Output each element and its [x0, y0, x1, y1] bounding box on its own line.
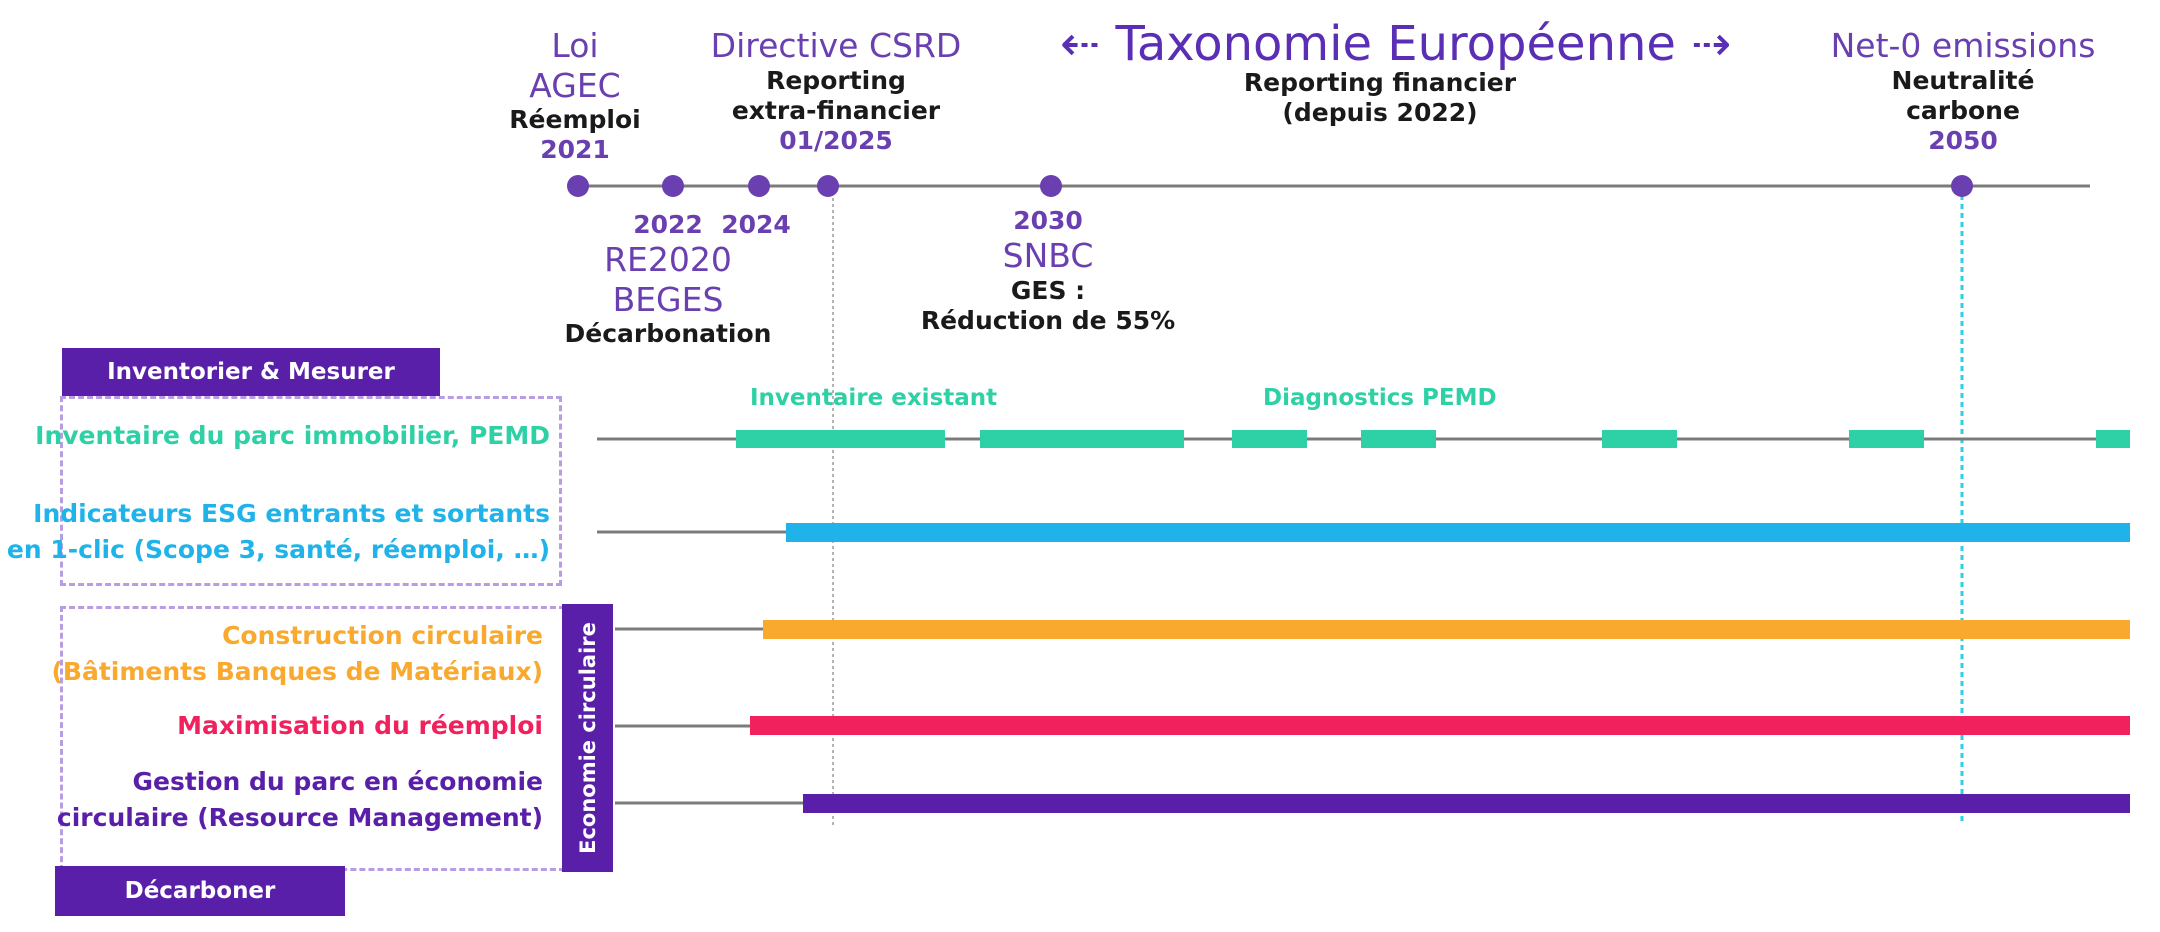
milestone-2030: [1040, 175, 1062, 197]
event-title: RE2020: [604, 240, 732, 279]
event-title: AGEC: [529, 65, 621, 105]
row-label: Gestion du parc en économie: [132, 767, 543, 796]
row-inventaire: Inventaire du parc immobilier, PEMD: [35, 418, 550, 454]
event-net0: Net-0 emissions Neutralité carbone 2050: [1831, 26, 2096, 156]
row-construction: Construction circulaire (Bâtiments Banqu…: [52, 618, 544, 691]
event-title: Net-0 emissions: [1830, 26, 2096, 65]
row-label: Inventaire du parc immobilier, PEMD: [35, 421, 550, 450]
construction-bar: [763, 620, 2130, 639]
event-date: 2022: [633, 210, 703, 239]
pemd-segment: [2096, 430, 2130, 448]
event-subtitle: Décarbonation: [564, 319, 772, 349]
event-date: 2050: [1928, 125, 1998, 155]
section-inventorier: Inventorier & Mesurer: [62, 348, 440, 396]
event-date: 2021: [540, 135, 610, 165]
inventorier-box: [60, 396, 562, 586]
event-date: 2030: [1013, 206, 1083, 235]
reemploi-bar: [750, 716, 2130, 735]
inventory-segment: [736, 430, 945, 448]
row-indicateurs: Indicateurs ESG entrants et sortants en …: [7, 496, 550, 569]
milestone-2025: [817, 175, 839, 197]
tag-inventaire-existant: Inventaire existant: [750, 385, 998, 411]
event-subtitle: GES :: [1010, 275, 1086, 305]
taxonomie-subtitle: Reporting financier (depuis 2022): [1244, 68, 1516, 128]
row-label: Maximisation du réemploi: [177, 711, 543, 740]
esg-bar: [786, 523, 2130, 542]
event-subtitle: extra-financier: [731, 95, 941, 125]
section-decarboner: Décarboner: [55, 866, 345, 916]
event-date: 01/2025: [779, 125, 893, 155]
event-subtitle: carbone: [1906, 95, 2020, 125]
taxonomie-sub2: (depuis 2022): [1282, 98, 1478, 127]
tag-diagnostics-pemd: Diagnostics PEMD: [1263, 385, 1497, 411]
row-label: Construction circulaire: [222, 621, 543, 650]
row-label: circulaire (Resource Management): [56, 803, 543, 833]
event-title: Directive CSRD: [710, 26, 962, 65]
pemd-segment: [980, 430, 1184, 448]
milestone-2050: [1951, 175, 1973, 197]
pemd-segment: [1602, 430, 1677, 448]
event-subtitle: Reporting: [766, 65, 906, 95]
pemd-segment: [1361, 430, 1436, 448]
event-2022: 2022 RE2020 BEGES Décarbonation: [565, 210, 772, 349]
row-label: Indicateurs ESG entrants et sortants: [33, 499, 550, 528]
milestone-2021: [567, 175, 589, 197]
row-label: en 1-clic (Scope 3, santé, réemploi, …): [6, 535, 550, 565]
economie-circulaire-label: Economie circulaire: [575, 622, 600, 854]
pemd-segment: [1849, 430, 1924, 448]
taxonomie-sub1: Reporting financier: [1243, 68, 1517, 97]
event-date: 2024: [721, 210, 791, 239]
event-loi-agec: Loi AGEC Réemploi 2021: [509, 26, 640, 165]
event-title: Loi: [551, 26, 599, 65]
event-subtitle: Neutralité: [1891, 65, 2035, 95]
milestone-2024: [748, 175, 770, 197]
milestone-2022: [662, 175, 684, 197]
economie-circulaire-bar: Economie circulaire: [562, 604, 613, 872]
resource-bar: [803, 794, 2130, 813]
event-2024: 2024: [721, 210, 791, 240]
row-label: (Bâtiments Banques de Matériaux): [51, 657, 544, 687]
event-title: SNBC: [1002, 236, 1094, 275]
event-snbc: 2030 SNBC GES : Réduction de 55%: [921, 206, 1175, 336]
event-title: BEGES: [612, 279, 724, 319]
row-resource: Gestion du parc en économie circulaire (…: [57, 764, 543, 837]
pemd-segment: [1232, 430, 1307, 448]
taxonomie-title: ⇠ Taxonomie Européenne ⇢: [1060, 16, 1732, 72]
row-reemploi: Maximisation du réemploi: [177, 708, 543, 744]
event-csrd: Directive CSRD Reporting extra-financier…: [711, 26, 962, 156]
event-subtitle: Réduction de 55%: [920, 305, 1176, 335]
event-subtitle: Réemploi: [509, 105, 641, 135]
